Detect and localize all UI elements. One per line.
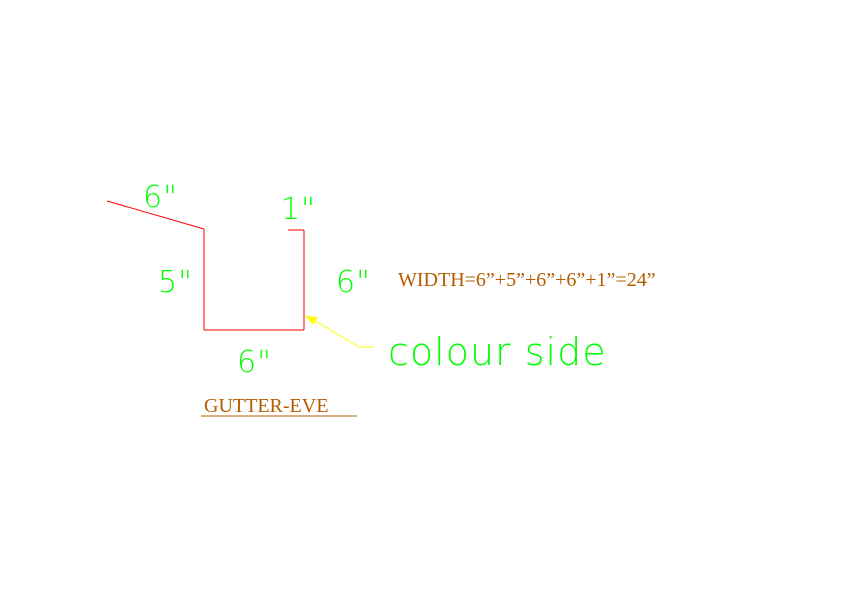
colour-side-label: colour side bbox=[388, 330, 607, 374]
dim-top-slope: 6" bbox=[143, 180, 178, 215]
gutter-profile bbox=[106, 200, 305, 331]
dim-left-side: 5" bbox=[158, 265, 193, 300]
diagram-title: GUTTER-EVE bbox=[204, 395, 328, 417]
dim-right-side: 6" bbox=[336, 265, 371, 300]
width-formula: WIDTH=6”+5”+6”+6”+1”=24” bbox=[398, 269, 656, 291]
leader-line-2 bbox=[311, 318, 360, 348]
dim-top-lip: 1" bbox=[281, 192, 316, 227]
colour-side-leader bbox=[304, 315, 374, 348]
dim-bottom: 6" bbox=[237, 345, 272, 380]
profile-top-slope bbox=[106, 200, 205, 230]
leader-arrowhead bbox=[304, 315, 318, 325]
